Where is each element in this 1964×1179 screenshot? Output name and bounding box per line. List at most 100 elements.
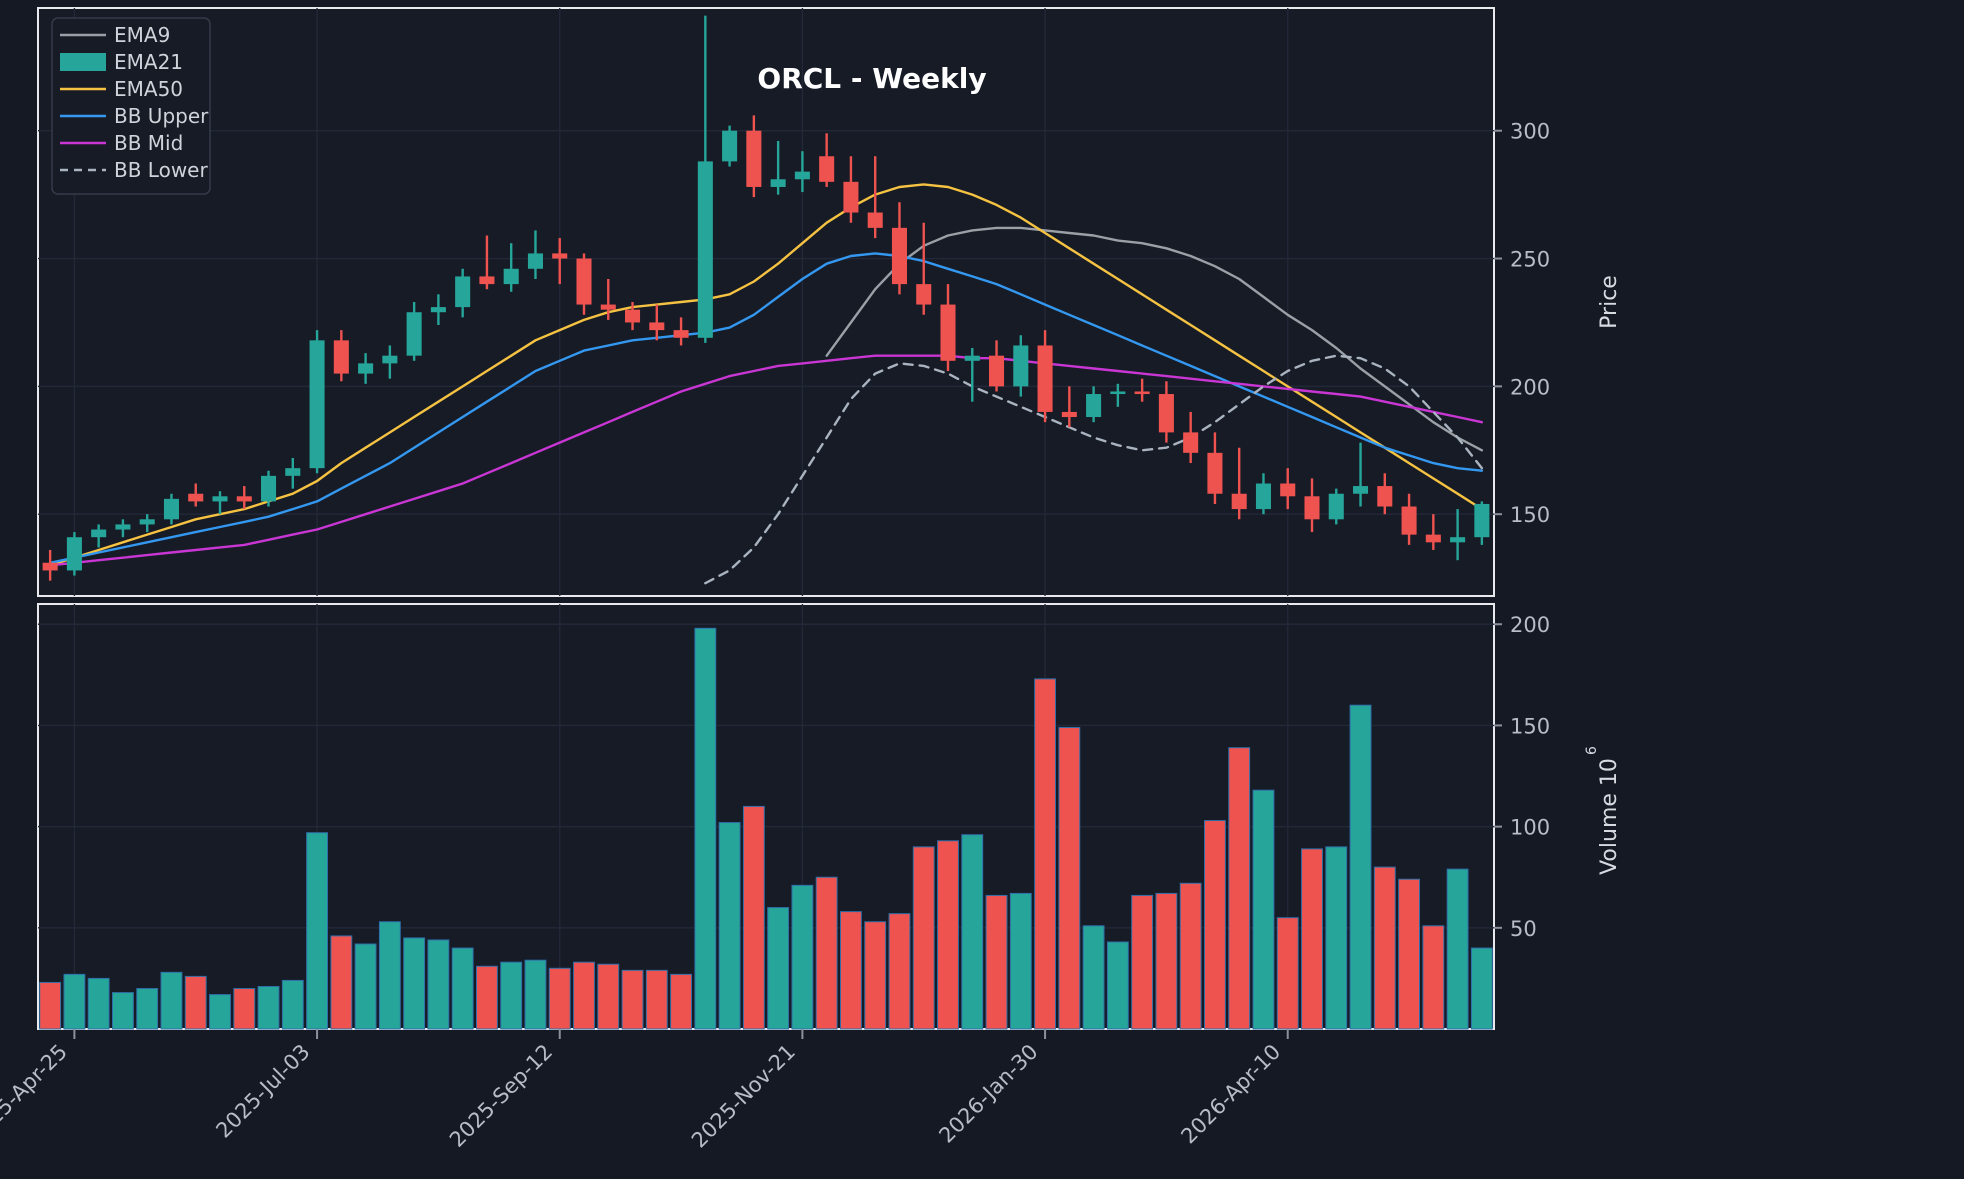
legend-label: BB Lower [114,158,208,182]
candle-body [989,355,1005,387]
volume-bar [1009,892,1032,1030]
candle-body [600,304,616,310]
series-line-bb-lower [704,354,1484,585]
volume-bar [1470,947,1493,1030]
volume-bar [136,988,159,1030]
candle-body [1231,493,1247,510]
series-line-ema50 [48,183,1484,567]
candle-body [479,276,495,285]
volume-bar [1228,747,1251,1030]
volume-bar [718,822,741,1030]
volume-bar [767,907,790,1030]
volume-bar [524,959,547,1030]
volume-bar [403,937,426,1030]
series-line-bb-upper [48,252,1484,564]
volume-bar [209,994,231,1030]
volume-bar [354,943,377,1030]
candle-body [673,330,689,338]
volume-bar [645,969,668,1030]
candlesticks [42,15,1490,581]
volume-bar [1446,868,1469,1030]
volume-bar [1301,848,1323,1030]
volume-bar [500,961,523,1030]
volume-bar [257,986,280,1030]
volume-bar [63,973,86,1030]
volume-bar [1155,892,1178,1030]
volume-bar [1276,917,1299,1030]
candle-body [1450,537,1466,543]
legend-label: BB Upper [114,104,209,128]
volume-bar [1131,894,1154,1030]
price-tick-label: 150 [1510,503,1550,527]
volume-panel [37,603,1495,1030]
candle-body [1425,534,1441,543]
volume-bar [1034,678,1057,1030]
volume-bar [1349,704,1372,1030]
volume-bars [39,627,1493,1030]
volume-bar [573,961,595,1030]
candle-body [1377,486,1393,507]
volume-bar [864,921,887,1030]
candle-body [697,161,713,338]
volume-bar [985,894,1008,1030]
price-tick-label: 250 [1510,248,1550,272]
volume-bar [791,884,814,1030]
volume-bar [1422,925,1445,1030]
volume-bar [548,967,571,1030]
volume-bar [694,627,717,1030]
candle-body [261,475,277,502]
volume-bar [87,977,110,1030]
volume-bar [1373,866,1396,1030]
volume-tick-label: 150 [1510,714,1550,738]
candle-body [722,130,738,162]
volume-bar [111,992,134,1030]
candle-body [1304,496,1320,520]
candle-body [285,468,301,476]
volume-bar [670,973,693,1030]
candle-body [1255,483,1271,510]
price-tick-label: 200 [1510,375,1550,399]
candle-body [940,304,956,361]
candle-body [527,253,543,269]
volume-bar [1082,925,1105,1030]
series-line-ema9 [825,226,1484,452]
volume-bar [815,876,838,1030]
volume-bar [1179,882,1202,1030]
candle-body [91,529,107,538]
volume-bar [1398,878,1421,1030]
volume-bar [378,921,401,1030]
candle-body [212,496,228,502]
legend-label: BB Mid [114,131,183,155]
volume-bar [330,935,353,1030]
volume-axis-exponent: 6 [1584,746,1600,755]
candle-body [1061,411,1077,418]
candle-body [1183,432,1199,453]
candle-body [1110,391,1126,395]
candle-body [1158,394,1174,433]
price-tick-label: 300 [1510,120,1550,144]
candle-body [1401,506,1417,535]
volume-bar [597,963,620,1030]
volume-bar [306,832,329,1030]
volume-bar [1325,846,1348,1030]
indicator-lines [48,183,1484,585]
candle-body [1086,394,1102,418]
candle-body [1013,345,1029,387]
candle-body [649,322,665,331]
candle-body [746,130,762,187]
volume-bar [621,969,644,1030]
chart-title-group: ORCL - Weekly [757,62,986,95]
legend-label: EMA9 [114,23,170,47]
candle-body [358,363,374,374]
volume-bar [427,939,450,1030]
candle-body [382,355,398,364]
legend[interactable]: EMA9 EMA21 EMA50 BB Upper BB Mid BB Lower [51,17,211,195]
volume-bar [888,913,911,1030]
candle-body [455,276,471,308]
candle-body [916,284,932,305]
candle-body [406,312,422,356]
chart-title: ORCL - Weekly [757,62,986,95]
candle-body [163,498,179,520]
candle-body [576,258,592,305]
volume-tick-label: 50 [1510,917,1537,941]
